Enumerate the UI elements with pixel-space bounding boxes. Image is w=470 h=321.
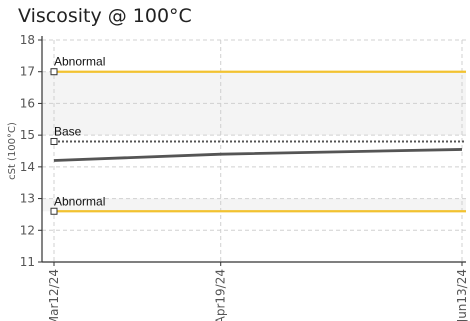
y-axis-label: cSt (100°C) — [7, 122, 18, 180]
y-tick-label: 15 — [20, 128, 35, 142]
reference-marker — [50, 68, 58, 76]
y-tick-label: 18 — [20, 33, 35, 47]
reference-marker — [50, 137, 58, 145]
y-tick-label: 13 — [20, 192, 35, 206]
y-tick-label: 17 — [20, 65, 35, 79]
x-tick-label: Jun13/24 — [455, 269, 469, 321]
shaded-band — [42, 198, 466, 212]
reference-marker — [50, 207, 58, 215]
y-tick-label: 14 — [20, 160, 35, 174]
y-tick-label: 11 — [20, 255, 35, 269]
reference-label: Base — [54, 124, 82, 138]
y-tick-label: 16 — [20, 96, 35, 110]
chart-title: Viscosity @ 100°C — [18, 5, 192, 27]
reference-label: Abnormal — [54, 194, 105, 208]
x-tick-label: Apr19/24 — [214, 269, 228, 321]
reference-label: Abnormal — [54, 55, 105, 69]
series-line — [53, 148, 463, 162]
x-tick-label: Mar12/24 — [47, 269, 61, 321]
y-tick-label: 12 — [20, 223, 35, 237]
